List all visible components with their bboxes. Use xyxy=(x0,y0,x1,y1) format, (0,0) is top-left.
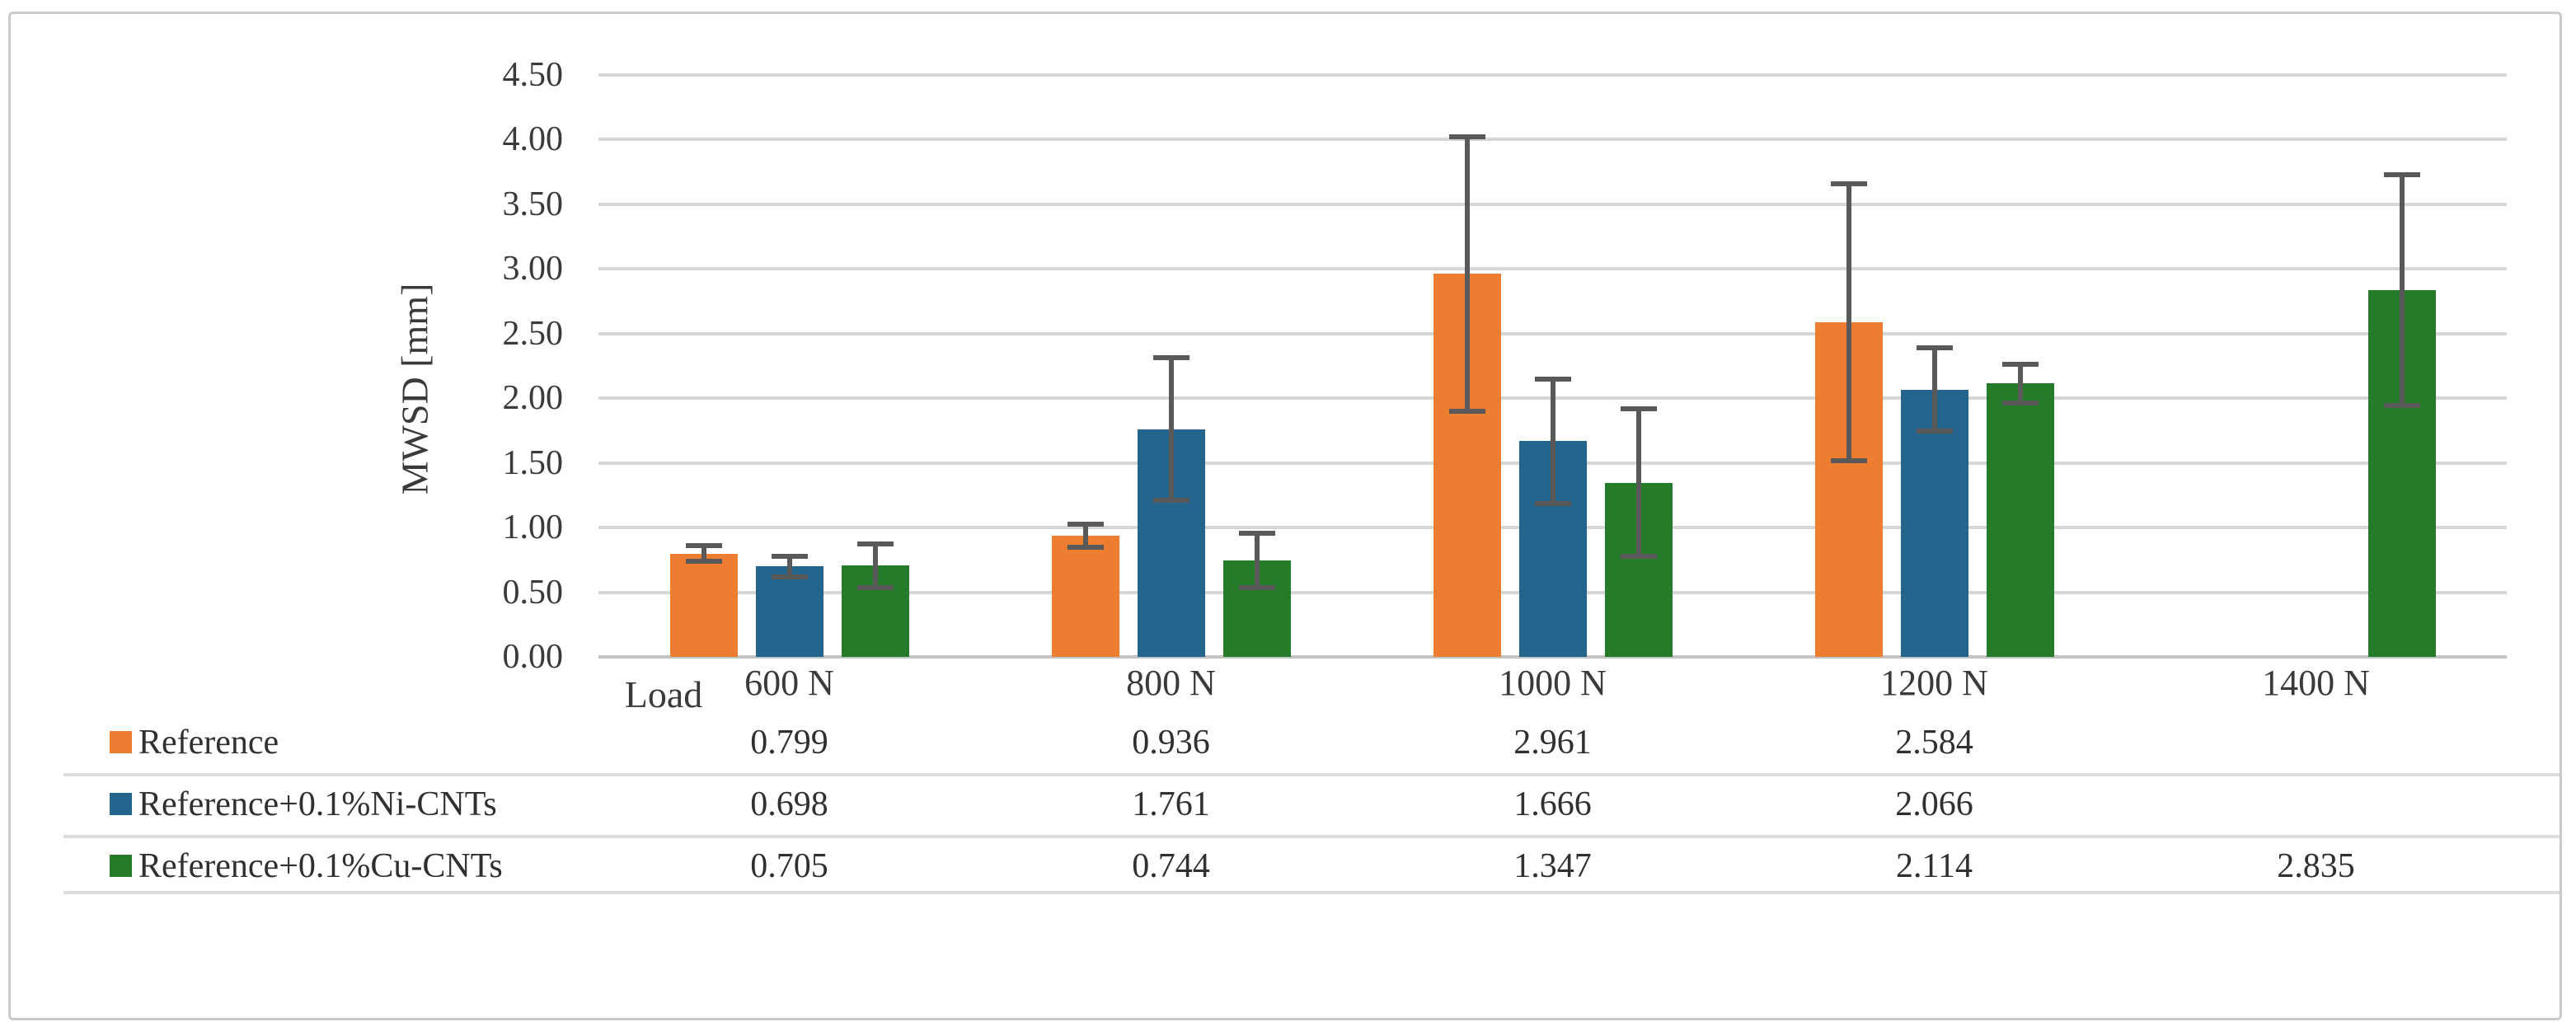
table-value-cell: 2.066 xyxy=(1895,785,1973,823)
table-value-cell: 1.761 xyxy=(1132,785,1210,823)
error-bar xyxy=(1635,409,1641,556)
error-bar xyxy=(701,546,706,561)
error-bar-cap xyxy=(1238,585,1275,591)
y-axis-tick-label: 3.00 xyxy=(502,250,564,288)
y-axis-tick-label: 4.00 xyxy=(502,120,564,158)
legend-swatch xyxy=(110,793,132,815)
y-axis-title: MWSD [mm] xyxy=(393,283,436,495)
error-bar-cap xyxy=(1152,355,1189,361)
error-bar-cap xyxy=(1916,428,1953,434)
error-bar xyxy=(1082,523,1088,548)
error-bar-cap xyxy=(685,543,722,549)
error-bar xyxy=(1254,533,1260,588)
bar-reference-0-1-ni-cnts xyxy=(1900,389,1968,657)
gridline xyxy=(598,202,2507,206)
x-axis-category-label: 800 N xyxy=(1126,663,1216,703)
error-bar-cap xyxy=(1448,134,1485,139)
error-bar xyxy=(1931,348,1937,431)
error-bar xyxy=(786,556,792,577)
series-name-label: Reference+0.1%Cu-CNTs xyxy=(138,847,503,885)
error-bar xyxy=(1464,136,1470,411)
table-value-cell: 2.584 xyxy=(1895,724,1973,762)
error-bar-cap xyxy=(1067,545,1104,551)
table-value-cell: 1.347 xyxy=(1513,847,1592,885)
error-bar xyxy=(2017,363,2023,403)
gridline xyxy=(598,331,2507,335)
legend-swatch xyxy=(110,731,132,753)
x-axis-category-label: 1200 N xyxy=(1880,663,1988,703)
series-name-label: Reference+0.1%Ni-CNTs xyxy=(138,785,497,823)
error-bar-cap xyxy=(1152,497,1189,503)
y-axis-tick-label: 0.50 xyxy=(502,573,564,612)
error-bar-cap xyxy=(1916,345,1953,351)
table-value-cell: 0.744 xyxy=(1132,847,1210,885)
table-value-cell: 0.705 xyxy=(750,847,828,885)
error-bar-cap xyxy=(2383,172,2420,178)
error-bar-cap xyxy=(685,558,722,564)
table-row-separator xyxy=(63,835,2560,838)
y-axis-tick-label: 1.00 xyxy=(502,509,564,546)
error-bar-cap xyxy=(2001,361,2039,367)
error-bar xyxy=(1168,358,1174,500)
error-bar-cap xyxy=(2383,402,2420,408)
table-value-cell: 2.961 xyxy=(1513,724,1592,762)
table-row-separator xyxy=(63,891,2560,894)
bar-reference xyxy=(669,553,738,657)
error-bar xyxy=(872,543,878,588)
table-value-cell: 0.936 xyxy=(1132,724,1210,762)
legend-swatch xyxy=(110,855,132,877)
error-bar-cap xyxy=(1534,377,1571,382)
error-bar-cap xyxy=(1620,554,1657,559)
table-value-cell: 0.698 xyxy=(750,785,828,823)
error-bar-cap xyxy=(1448,408,1485,414)
error-bar-cap xyxy=(1238,531,1275,537)
x-axis-category-label: 600 N xyxy=(744,663,834,703)
gridline xyxy=(598,138,2507,141)
error-bar-cap xyxy=(1620,406,1657,412)
y-axis-tick-label: 1.50 xyxy=(502,443,564,482)
table-value-cell: 2.835 xyxy=(2277,847,2355,885)
x-axis-category-label: 1400 N xyxy=(2262,663,2370,703)
table-row-separator xyxy=(63,773,2560,776)
y-axis-tick-label: 2.00 xyxy=(502,379,564,417)
y-axis-tick-label: 2.50 xyxy=(502,314,564,353)
x-axis-header: Load xyxy=(624,673,703,715)
x-axis-category-label: 1000 N xyxy=(1499,663,1607,703)
error-bar-cap xyxy=(856,585,894,590)
error-bar-cap xyxy=(771,574,808,579)
chart-figure: 0.00 0.50 1.00 1.50 2.00 2.50 3.00 3.50 4.00 4.50… xyxy=(8,12,2562,1020)
table-value-cell: 2.114 xyxy=(1896,847,1973,885)
error-bar-cap xyxy=(1534,500,1571,506)
error-bar-cap xyxy=(856,541,894,546)
table-value-cell: 0.799 xyxy=(750,724,828,762)
y-axis-tick-label: 3.50 xyxy=(502,185,564,223)
gridline xyxy=(598,73,2507,77)
error-bar-cap xyxy=(1067,521,1104,527)
bar-reference xyxy=(1051,536,1119,657)
error-bar xyxy=(2399,175,2405,405)
error-bar-cap xyxy=(1830,181,1867,187)
bar-reference-0-1-cu-cnts xyxy=(1986,383,2054,657)
error-bar xyxy=(1550,379,1555,504)
error-bar-cap xyxy=(2001,400,2039,405)
error-bar-cap xyxy=(771,553,808,559)
y-axis-tick-label: 0.00 xyxy=(502,638,564,676)
table-value-cell: 1.666 xyxy=(1513,785,1592,823)
error-bar-cap xyxy=(1830,458,1867,464)
x-axis-baseline xyxy=(598,655,2507,659)
gridline xyxy=(598,267,2507,270)
y-axis-tick-label: 4.50 xyxy=(502,55,564,94)
series-name-label: Reference xyxy=(138,724,279,762)
bar-reference-0-1-ni-cnts xyxy=(755,566,823,657)
error-bar xyxy=(1846,184,1851,462)
